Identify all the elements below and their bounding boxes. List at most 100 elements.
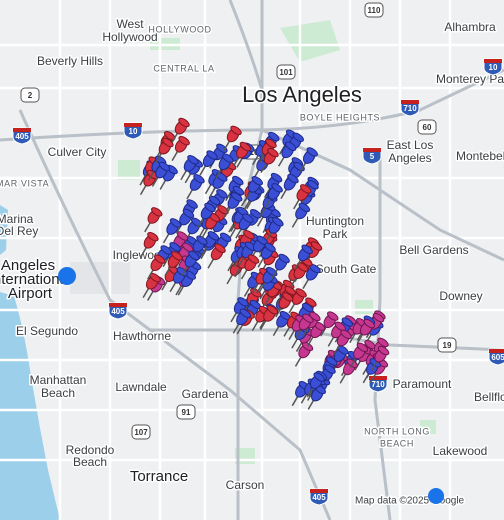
pin-cap: [341, 317, 354, 327]
place-label: Bell Gardens: [399, 243, 468, 257]
highway-shield: 5: [362, 147, 382, 165]
pin: [370, 345, 390, 371]
pin: [257, 242, 276, 268]
pin: [164, 251, 183, 277]
pin: [171, 117, 190, 143]
shield-label: 605: [491, 353, 504, 362]
highway-shield: 19: [437, 337, 457, 353]
highway-shield: 91: [176, 404, 196, 420]
place-label: Marina: [0, 212, 34, 226]
pin: [162, 218, 182, 244]
pin-cap: [217, 205, 229, 215]
pin-cap: [302, 313, 314, 324]
pin: [280, 173, 299, 199]
place-label: Beverly Hills: [37, 54, 103, 68]
pin-cap: [284, 285, 296, 296]
shield-label: 405: [111, 307, 125, 316]
place-label: Angeles: [388, 151, 431, 165]
place-label: South Gate: [316, 262, 377, 276]
pin: [259, 305, 279, 331]
pin-cap: [178, 135, 190, 146]
pin: [223, 125, 242, 151]
pin-cap: [171, 251, 183, 261]
pin-cap: [196, 235, 208, 246]
shield-top: [401, 100, 419, 104]
place-label: Beach: [41, 386, 75, 400]
highway-shield: 405: [12, 127, 32, 145]
pin: [180, 155, 199, 181]
pin: [288, 288, 307, 314]
pin: [240, 254, 260, 280]
pin-cap: [178, 117, 190, 128]
pin-cap: [158, 161, 171, 172]
pin: [349, 342, 369, 368]
pin: [271, 253, 290, 279]
pin: [171, 135, 190, 162]
pin: [277, 141, 297, 167]
pin-cap: [324, 364, 336, 374]
pin-cap: [302, 302, 314, 313]
place-label: Monterey Park: [436, 72, 504, 86]
pin-cap: [216, 189, 228, 199]
highway-shield: 710: [400, 99, 420, 117]
pin: [232, 141, 252, 167]
shield-label: 405: [15, 132, 29, 141]
shield-shape: [276, 64, 296, 80]
pin: [181, 250, 200, 276]
pin: [142, 272, 161, 299]
pin-cap: [265, 138, 277, 149]
pin-cap: [169, 218, 182, 228]
shield-shape: [176, 404, 196, 420]
place-label: Bellflower: [474, 390, 504, 404]
place-label: BOYLE HEIGHTS: [300, 112, 380, 122]
shield-top: [363, 148, 381, 152]
place-label: Paramount: [393, 377, 452, 391]
pin-cap: [377, 345, 390, 356]
pin: [232, 308, 252, 334]
pin-cap: [372, 312, 385, 323]
pin-cap: [270, 172, 283, 183]
highway-shield: 10: [123, 122, 143, 140]
pin-cap: [340, 329, 352, 340]
pin: [306, 372, 325, 398]
pin-cap: [356, 342, 369, 353]
shield-label: 60: [423, 123, 432, 132]
pin: [275, 292, 294, 318]
pin: [356, 318, 375, 344]
place-label: Del Rey: [0, 224, 38, 238]
pin-cap: [287, 173, 299, 184]
pin: [265, 217, 284, 243]
pin-cap: [247, 254, 260, 264]
pin: [147, 254, 166, 280]
pin-cap: [169, 242, 181, 252]
place-label: Huntington: [306, 214, 364, 228]
pin-cap: [284, 141, 297, 151]
pin-cap: [204, 202, 216, 213]
pin-cap: [222, 153, 234, 163]
pin: [264, 183, 283, 209]
pin: [201, 212, 221, 238]
shield-shape: [364, 2, 384, 18]
place-label: BEACH: [380, 438, 414, 448]
shield-label: 110: [246, 148, 259, 157]
place-label: Hawthorne: [113, 329, 171, 343]
pin: [215, 153, 234, 179]
pin-cap: [193, 174, 205, 184]
pin-cap: [272, 217, 284, 227]
pin-cap: [239, 141, 252, 152]
pin-cap: [301, 244, 313, 255]
place-label: MAR VISTA: [0, 178, 49, 188]
ocean: [0, 292, 60, 520]
place-label: Montebello: [456, 149, 504, 163]
highway-shield: 107: [131, 424, 151, 440]
place-label: Los Angeles: [242, 82, 362, 107]
pin-cap: [182, 242, 194, 253]
shield-top: [124, 123, 142, 127]
place-label: CENTRAL LA: [153, 63, 214, 73]
pin-cap: [188, 250, 200, 261]
pin-cap: [313, 372, 325, 382]
pin-cap: [271, 183, 283, 193]
pin: [224, 192, 243, 218]
place-label: Alhambra: [444, 20, 496, 34]
shield-top: [109, 303, 127, 307]
